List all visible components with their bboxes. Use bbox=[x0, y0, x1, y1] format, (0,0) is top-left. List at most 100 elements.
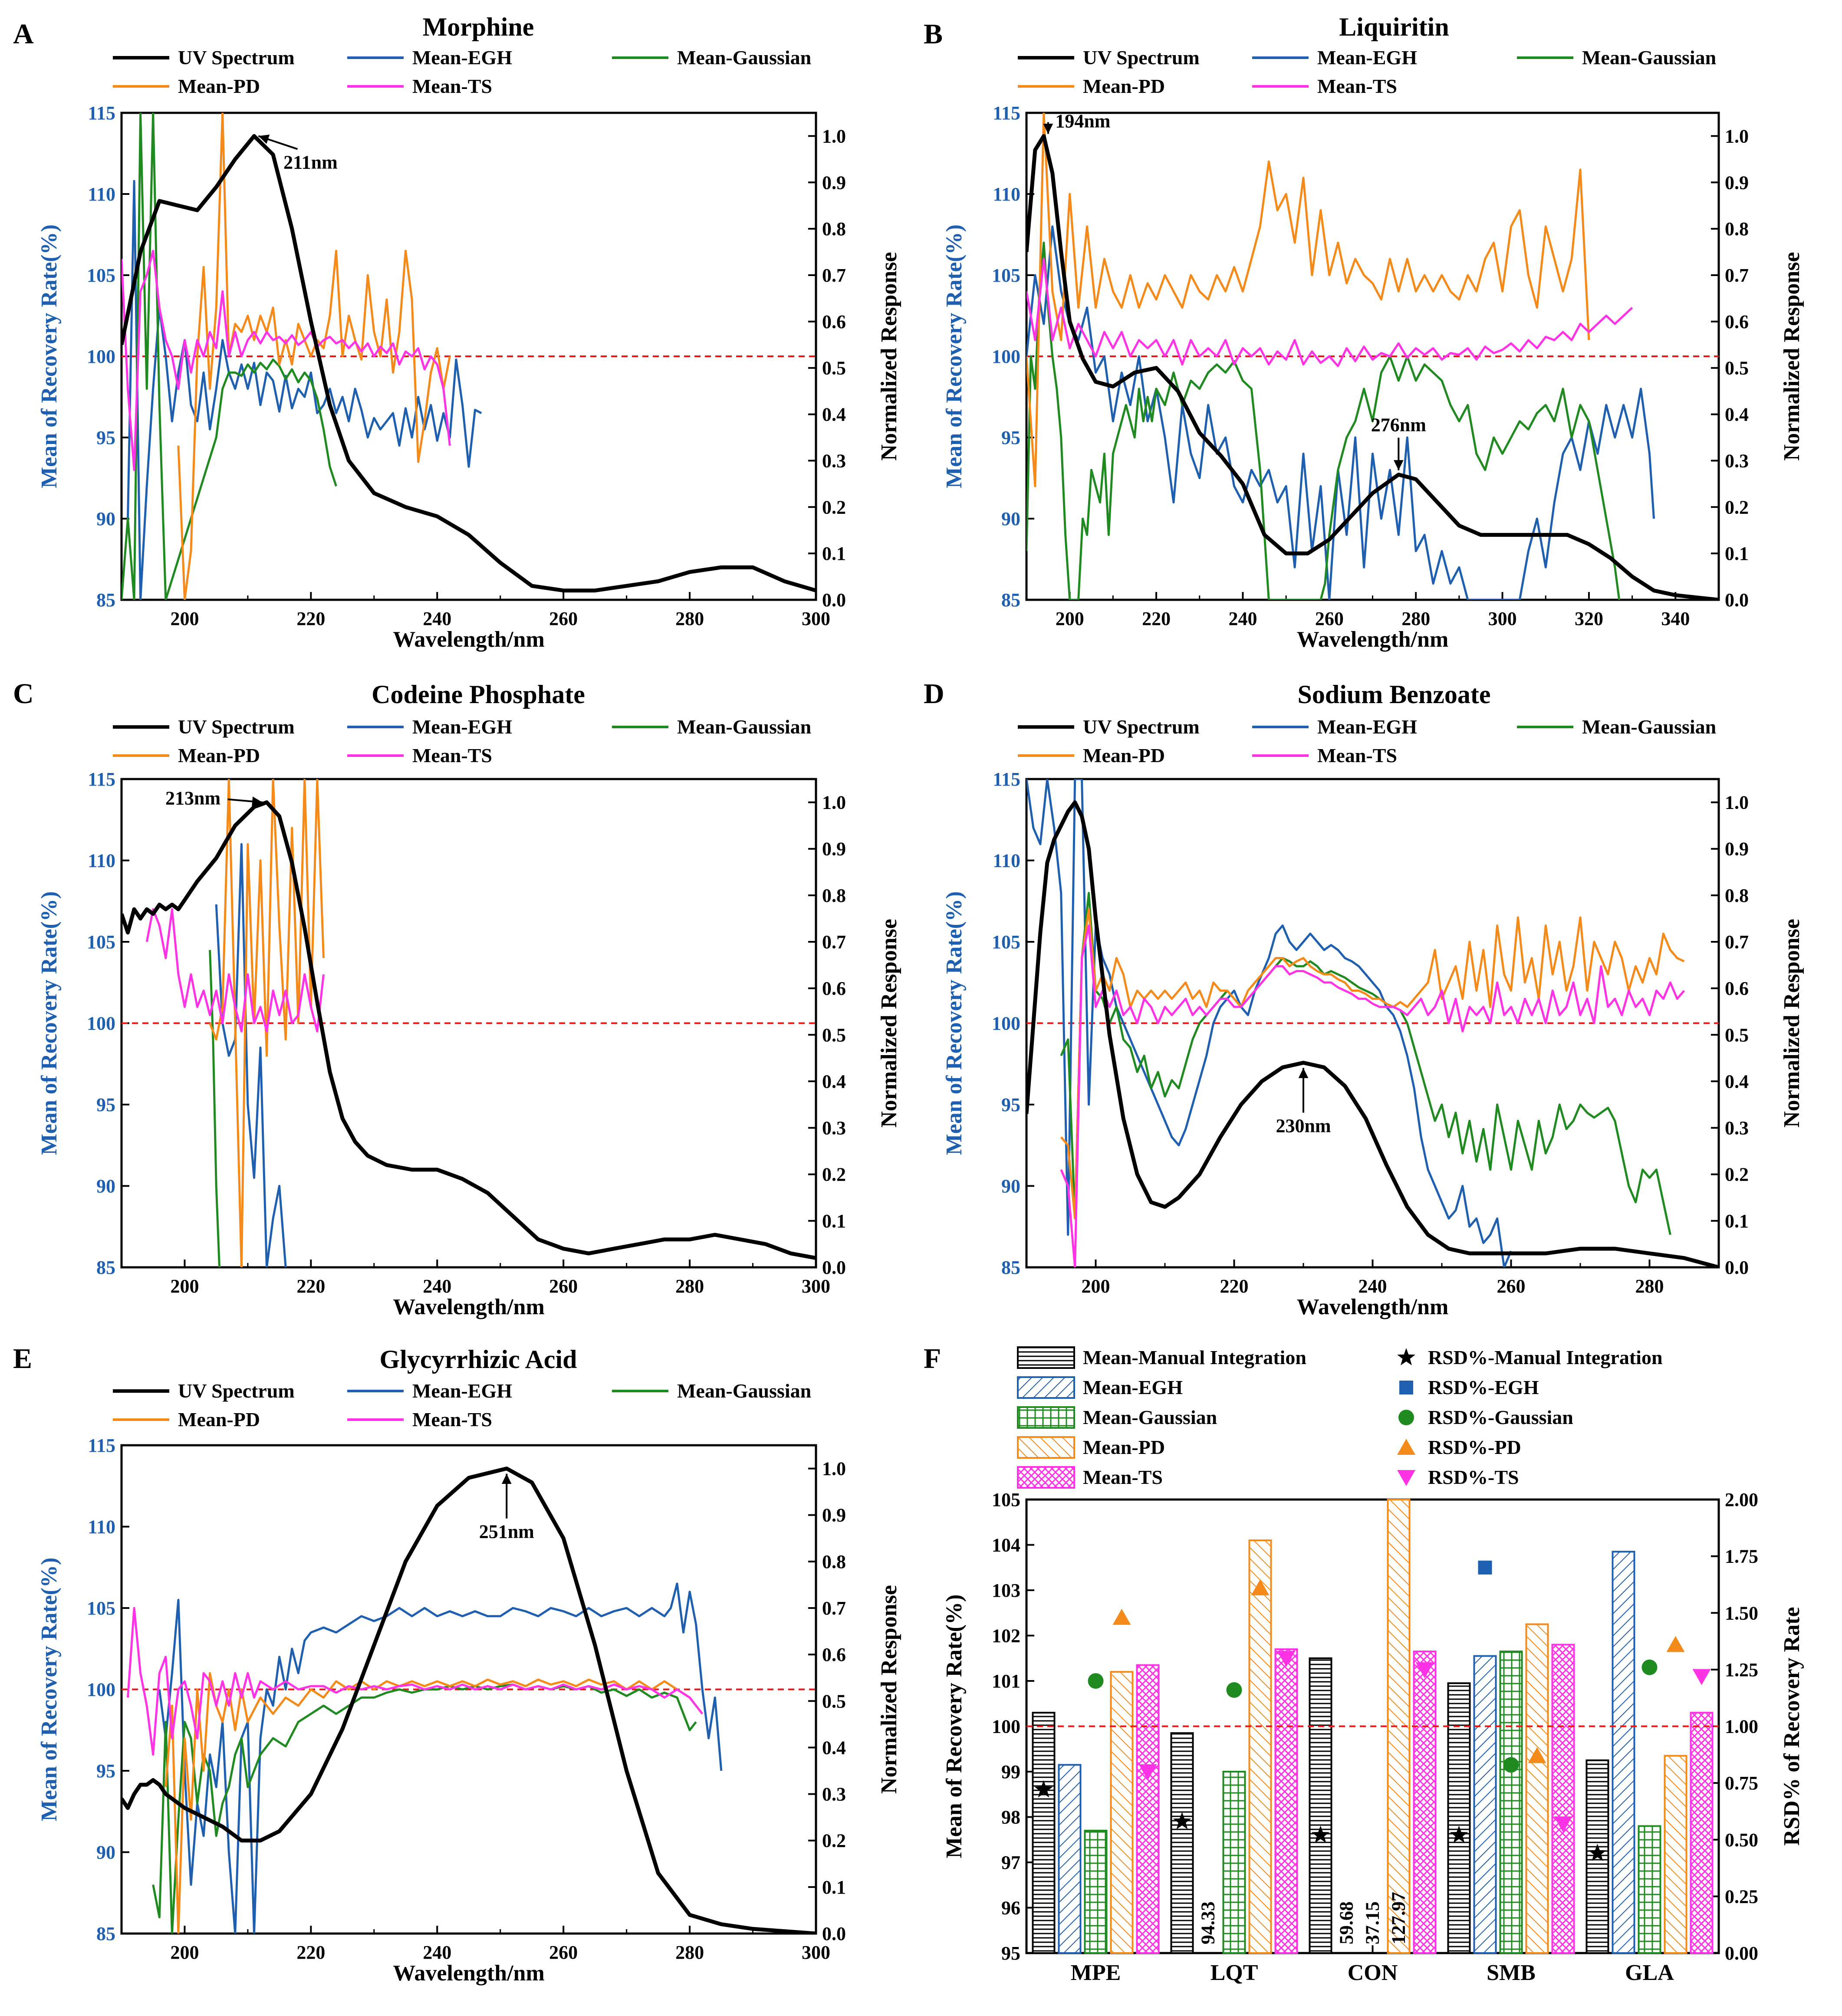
y-tick-label-right: 0.1 bbox=[822, 1877, 846, 1898]
panel-letter-a: A bbox=[13, 18, 34, 50]
legend-marker-swatch bbox=[1398, 1410, 1414, 1425]
y-axis-title-right: Normalized Response bbox=[877, 1585, 901, 1794]
y-tick-label-right: 0.3 bbox=[1725, 1118, 1749, 1139]
y-tick-label-right: 0.0 bbox=[822, 1923, 846, 1944]
legend-egh-label: Mean-EGH bbox=[1317, 716, 1417, 738]
y-tick-label-left: 99 bbox=[1001, 1761, 1020, 1782]
legend-bar-label: Mean-PD bbox=[1083, 1436, 1165, 1458]
x-tick-label: 260 bbox=[549, 608, 578, 629]
x-tick-label: 220 bbox=[1142, 608, 1171, 629]
bar-mean-gaussian bbox=[1084, 1829, 1108, 1954]
y-tick-label-left: 85 bbox=[96, 1257, 115, 1278]
y-tick-label-right: 0.8 bbox=[1725, 885, 1749, 906]
y-tick-label-right: 0.7 bbox=[822, 1598, 846, 1619]
y-tick-label-left: 100 bbox=[87, 346, 115, 367]
marker-rsd%-pd bbox=[1112, 1608, 1131, 1625]
bar-mean-ts bbox=[1551, 1644, 1575, 1954]
legend-pd-label: Mean-PD bbox=[178, 744, 260, 766]
legend-bar-swatch bbox=[1017, 1346, 1075, 1369]
legend-bar-swatch bbox=[1017, 1376, 1075, 1399]
annotation-label: 213nm bbox=[165, 788, 220, 809]
y-tick-label-right: 0.3 bbox=[1725, 450, 1749, 471]
legend-marker-swatch bbox=[1397, 1439, 1415, 1455]
panel-sodium-benzoate: D Sodium Benzoate UV Spectrum Mean-EGH Mea… bbox=[924, 678, 1804, 1319]
panel-title: Codeine Phosphate bbox=[372, 680, 585, 709]
x-axis-title: Wavelength/nm bbox=[393, 627, 545, 652]
legend-bar-label: Mean-Manual Integration bbox=[1083, 1346, 1306, 1368]
series-uv-spectrum bbox=[1026, 134, 1719, 600]
y-tick-label-left: 105 bbox=[992, 265, 1020, 286]
bar-mean-pd bbox=[1664, 1755, 1687, 1954]
legend-marker-label: RSD%-EGH bbox=[1428, 1376, 1539, 1398]
panel-codeine-phosphate: C Codeine Phosphate UV Spectrum Mean-EGH M… bbox=[13, 678, 901, 1319]
x-axis-title: Wavelength/nm bbox=[1297, 1295, 1449, 1319]
x-tick-label: 240 bbox=[1228, 608, 1257, 629]
series-mean-gaussian bbox=[1060, 892, 1671, 1235]
legend-ts-label: Mean-TS bbox=[412, 744, 492, 766]
legend-uv-label: UV Spectrum bbox=[1083, 46, 1200, 69]
series-mean-egh bbox=[127, 180, 482, 600]
x-tick-label: 200 bbox=[1082, 1276, 1110, 1297]
bar-mean-manual-integration bbox=[1170, 1732, 1194, 1954]
x-tick-label: 240 bbox=[423, 1942, 451, 1963]
y-tick-label-right: 0.7 bbox=[822, 265, 846, 286]
series-uv-spectrum bbox=[122, 800, 816, 1260]
bar-mean-ts bbox=[1274, 1648, 1298, 1954]
y-tick-label-right: 0.3 bbox=[822, 450, 846, 471]
annotation-label: 211nm bbox=[283, 151, 338, 173]
bar-mean-egh bbox=[1058, 1764, 1082, 1954]
marker-rsd%-gaussian bbox=[1226, 1682, 1242, 1698]
y-tick-label-left: 105 bbox=[87, 265, 115, 286]
bar-mean-egh bbox=[1473, 1655, 1497, 1954]
y-axis-title-right: RSD% of Recovery Rate bbox=[1780, 1607, 1804, 1845]
panel-letter-d: D bbox=[924, 678, 944, 710]
y-tick-label-left: 95 bbox=[96, 1094, 115, 1115]
legend-egh-label: Mean-EGH bbox=[412, 716, 512, 738]
y-tick-label-left: 103 bbox=[992, 1580, 1020, 1601]
y-tick-label-right: 0.4 bbox=[1725, 1071, 1749, 1092]
y-tick-label-left: 85 bbox=[1001, 589, 1020, 611]
annotation-label: 230nm bbox=[1276, 1115, 1331, 1137]
series-mean-egh bbox=[1026, 779, 1512, 1267]
y-tick-label-left: 85 bbox=[96, 1923, 115, 1944]
series-mean-gaussian bbox=[152, 1683, 697, 1934]
legend-bar-swatch bbox=[1017, 1406, 1075, 1429]
x-tick-label: 220 bbox=[1220, 1276, 1249, 1297]
x-tick-label: 300 bbox=[1488, 608, 1517, 629]
bar-mean-gaussian bbox=[1638, 1825, 1661, 1954]
annotation-label: 194nm bbox=[1055, 110, 1110, 132]
x-tick-label: 300 bbox=[802, 1276, 830, 1297]
y-tick-label-left: 100 bbox=[992, 1013, 1020, 1034]
y-tick-label-left: 105 bbox=[87, 931, 115, 953]
bar-mean-manual-integration bbox=[1447, 1682, 1471, 1954]
y-tick-label-right: 0.4 bbox=[1725, 404, 1749, 425]
legend-marker-swatch bbox=[1399, 1381, 1413, 1394]
y-tick-label-left: 95 bbox=[96, 1760, 115, 1782]
y-tick-label-left: 105 bbox=[87, 1598, 115, 1619]
bar-value-label: 94.33 bbox=[1197, 1901, 1219, 1944]
marker-rsd%-pd bbox=[1528, 1747, 1546, 1763]
annotation-arrow-head bbox=[501, 1473, 512, 1484]
legend-marker-label: RSD%-Gaussian bbox=[1428, 1406, 1573, 1428]
x-tick-label: 220 bbox=[296, 1276, 325, 1297]
series-mean-ts bbox=[122, 250, 451, 471]
legend-egh-label: Mean-EGH bbox=[1317, 46, 1417, 69]
x-axis-title: Wavelength/nm bbox=[393, 1295, 545, 1319]
marker-rsd%-pd bbox=[1666, 1636, 1685, 1652]
y-tick-label-right: 0.25 bbox=[1725, 1886, 1758, 1907]
y-tick-label-left: 115 bbox=[993, 102, 1020, 124]
panel-letter-b: B bbox=[924, 18, 943, 50]
y-tick-label-left: 115 bbox=[88, 102, 115, 124]
series-mean-gaussian bbox=[122, 113, 337, 600]
x-tick-label: 220 bbox=[296, 1942, 325, 1963]
y-tick-label-right: 0.5 bbox=[822, 358, 846, 379]
y-tick-label-right: 0.8 bbox=[822, 885, 846, 906]
x-category-label: MPE bbox=[1071, 1960, 1121, 1985]
y-axis-title-left: Mean of Recovery Rate(%) bbox=[37, 224, 62, 488]
y-tick-label-right: 0.6 bbox=[1725, 978, 1749, 999]
bar-mean-pd bbox=[1110, 1671, 1134, 1954]
series-mean-egh bbox=[1026, 225, 1655, 600]
y-tick-label-right: 0.00 bbox=[1725, 1943, 1758, 1964]
legend-gaussian-label: Mean-Gaussian bbox=[1582, 716, 1716, 738]
x-tick-label: 260 bbox=[549, 1276, 578, 1297]
